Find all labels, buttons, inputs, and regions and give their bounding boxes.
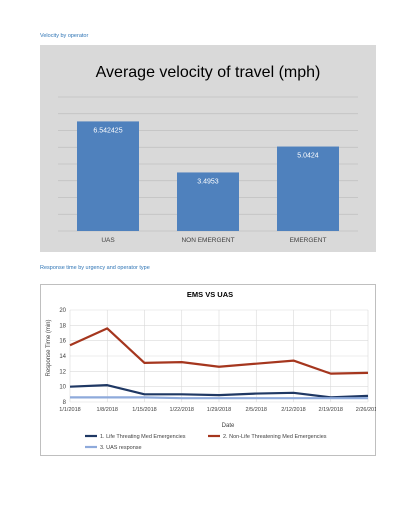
x-tick-label: 1/1/2018 <box>59 407 80 413</box>
y-tick-label: 12 <box>59 369 66 375</box>
x-axis-label: Date <box>222 423 235 429</box>
series-line-1 <box>69 384 369 399</box>
y-tick-label: 8 <box>63 400 67 406</box>
y-tick-label: 14 <box>59 354 66 360</box>
response-line-chart: EMS VS UAS Response Time (min) Date 8 10 1… <box>40 284 376 456</box>
y-tick-label: 18 <box>59 323 66 329</box>
category-label: NON EMERGENT <box>181 237 234 244</box>
legend-label: 1. Life Threating Med Emergencies <box>100 434 186 440</box>
x-tick-label: 1/15/2018 <box>132 407 156 413</box>
bar-value-label: 5.0424 <box>297 153 319 160</box>
chart-title: EMS VS UAS <box>187 290 233 299</box>
legend-label: 2. Non-Life Threatening Med Emergencies <box>223 434 327 440</box>
velocity-heading: Velocity by operator <box>40 33 89 39</box>
y-tick-label: 10 <box>59 385 66 391</box>
x-tick-label: 1/8/2018 <box>97 407 118 413</box>
category-label: EMERGENT <box>290 237 327 244</box>
x-tick-label: 2/5/2018 <box>246 407 267 413</box>
x-tick-label: 2/19/2018 <box>319 407 343 413</box>
velocity-bar-chart: Average velocity of travel (mph) 6.54242… <box>40 45 376 252</box>
category-label: UAS <box>101 237 115 244</box>
y-tick-label: 20 <box>59 308 66 314</box>
series-line-2 <box>69 327 369 375</box>
chart-title: Average velocity of travel (mph) <box>96 64 321 81</box>
series-line-3 <box>70 396 368 400</box>
bar-uas <box>77 121 139 231</box>
x-tick-label: 2/12/2018 <box>281 407 305 413</box>
x-tick-label: 1/29/2018 <box>207 407 231 413</box>
bar-emergent <box>277 146 339 231</box>
y-axis-label: Response Time (min) <box>46 319 52 376</box>
x-tick-label: 2/26/2018 <box>356 407 376 413</box>
x-tick-label: 1/22/2018 <box>170 407 194 413</box>
bar-value-label: 3.4953 <box>197 178 219 185</box>
bar-non-emergent <box>177 172 239 231</box>
y-tick-label: 16 <box>59 339 66 345</box>
bar-value-label: 6.542425 <box>93 127 122 134</box>
response-heading: Response time by urgency and operator ty… <box>40 265 150 271</box>
legend-label: 3. UAS response <box>100 445 142 451</box>
